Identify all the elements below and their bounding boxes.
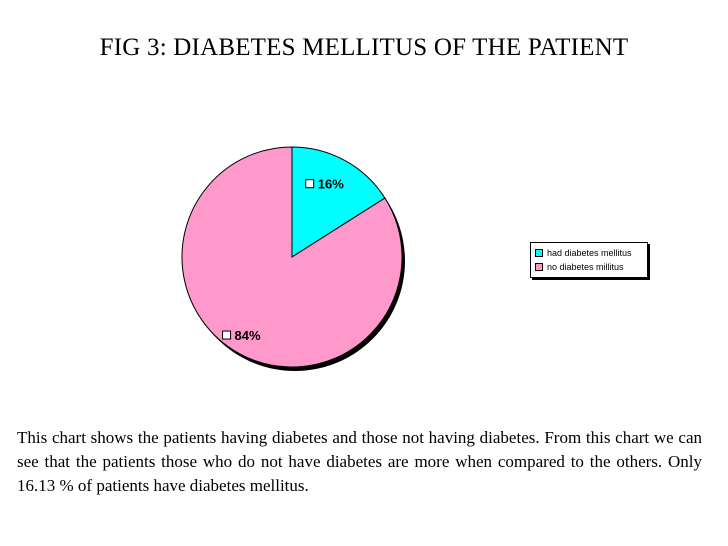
legend-item-no-diabetes: no diabetes millitus (535, 261, 624, 273)
legend-label-had-diabetes: had diabetes mellitus (547, 248, 632, 258)
pie-slices (181, 146, 403, 368)
pie-slice-had-diabetes (291, 146, 386, 258)
chart-legend: had diabetes mellitus no diabetes millit… (530, 242, 648, 278)
pie-labels: 16% 84% (222, 177, 344, 343)
legend-swatch-had-diabetes (535, 248, 543, 257)
legend-swatch-no-diabetes (535, 262, 543, 271)
pie-label-no-diabetes: 84% (222, 328, 261, 343)
pie-label-box (222, 330, 232, 340)
chart-title: FIG 3: DIABETES MELLITUS OF THE PATIENT (99, 34, 629, 61)
pie-label-text: 84% (235, 328, 261, 343)
pie-label-text: 16% (318, 177, 344, 192)
legend-item-had-diabetes: had diabetes mellitus (535, 247, 632, 259)
pie-label-had-diabetes: 16% (305, 177, 344, 192)
pie-slice-no-diabetes (181, 146, 403, 368)
pie-label-box (305, 179, 315, 189)
legend-label-no-diabetes: no diabetes millitus (547, 262, 624, 272)
chart-caption: This chart shows the patients having dia… (17, 428, 702, 495)
